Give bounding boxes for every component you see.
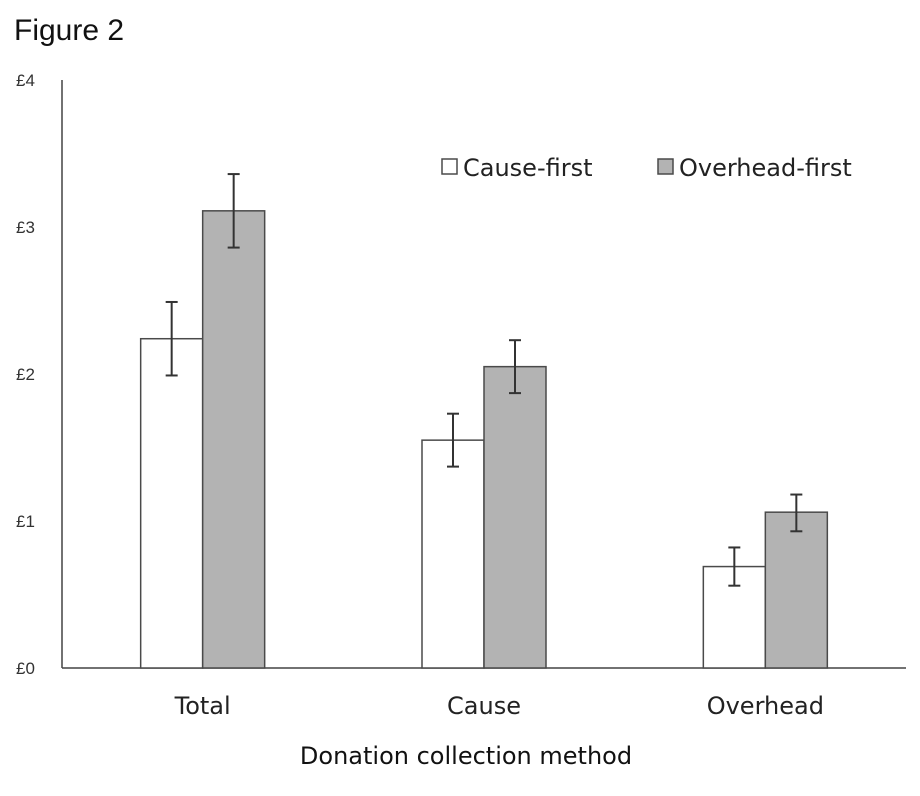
bar-overhead-first-total [201, 210, 266, 669]
y-tick-label: £2 [16, 365, 35, 384]
legend-swatch [657, 158, 674, 175]
error-bars-group [165, 173, 803, 587]
bars-group [139, 210, 829, 669]
legend-swatch [441, 158, 458, 175]
legend-label: Overhead-first [679, 154, 852, 182]
bar-overhead-first-cause [483, 365, 547, 669]
bar-cause-first-cause [421, 439, 485, 669]
bar-cause-first-total [139, 337, 204, 669]
y-tick-label: £0 [16, 659, 35, 678]
bar-overhead-first-overhead [764, 511, 829, 669]
figure-title: Figure 2 [14, 14, 125, 47]
y-tick-label: £4 [16, 71, 35, 90]
y-tick-label: £1 [16, 512, 35, 531]
legend: Cause-first Overhead-first [441, 154, 852, 182]
category-label: Cause [447, 692, 521, 720]
category-label: Total [174, 692, 231, 720]
y-axis: £0 £1 £2 £3 £4 [16, 71, 63, 678]
y-tick-label: £3 [16, 218, 35, 237]
legend-label: Cause-first [463, 154, 593, 182]
category-label: Overhead [707, 692, 824, 720]
x-axis-label: Donation collection method [300, 742, 632, 770]
category-labels: Total Cause Overhead [174, 692, 824, 720]
